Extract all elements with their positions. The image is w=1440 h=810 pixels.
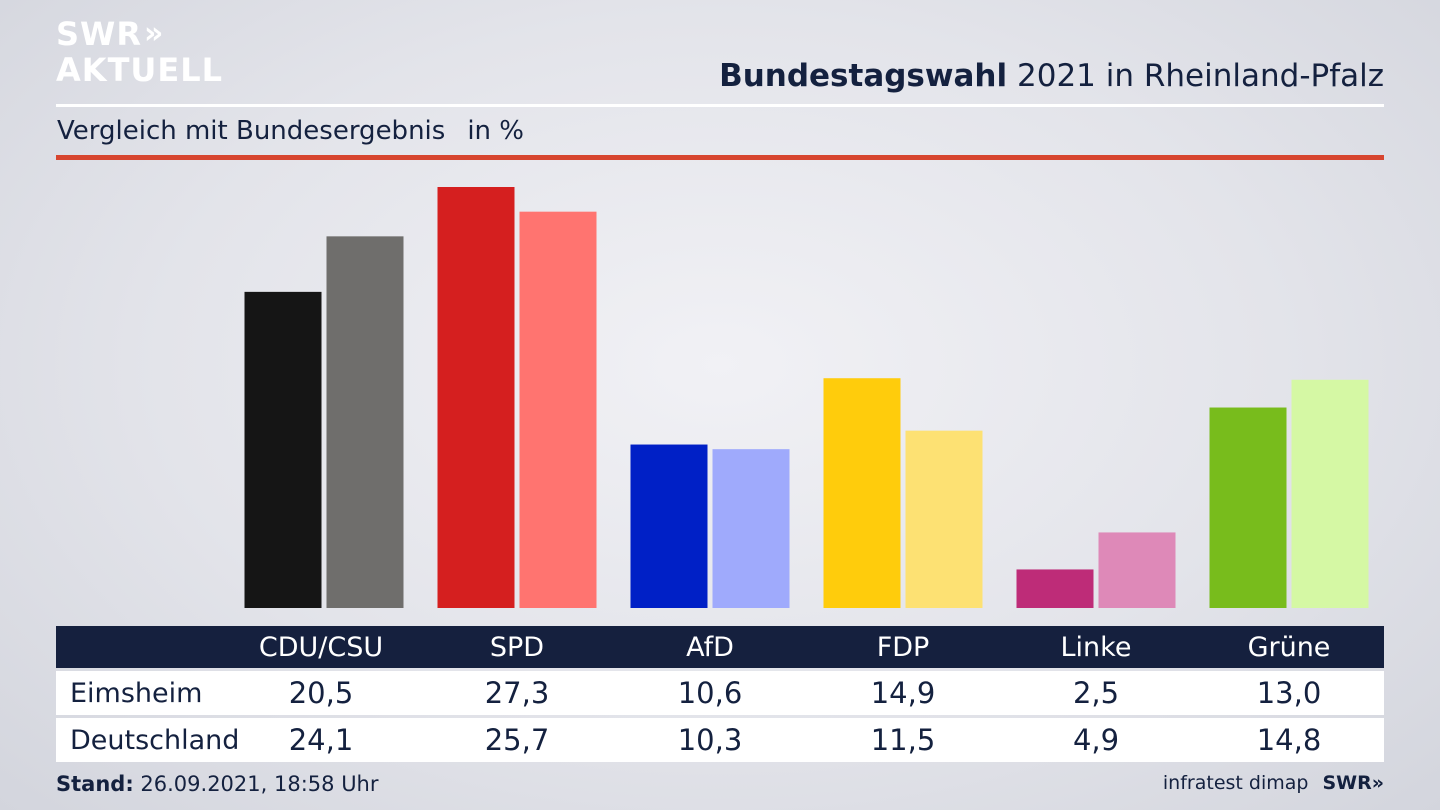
column-header: Linke	[1060, 631, 1132, 663]
bar-afd-deutschland	[712, 449, 790, 608]
column-header: Grüne	[1247, 631, 1331, 663]
bar-grüne-deutschland	[1291, 379, 1369, 608]
table-cell: 14,9	[870, 676, 936, 710]
title-divider	[56, 104, 1384, 107]
bar-linke-deutschland	[1098, 532, 1176, 608]
bar-fdp-eimsheim	[823, 378, 901, 608]
column-header: AfD	[686, 631, 734, 663]
chart-subtitle: Vergleich mit Bundesergebnis in %	[57, 116, 524, 146]
bar-cducsu-deutschland	[326, 236, 404, 608]
table-cell: 25,7	[484, 723, 550, 757]
bar-cducsu-eimsheim	[244, 291, 322, 608]
row-label: Deutschland	[70, 724, 240, 756]
column-header: SPD	[489, 631, 545, 663]
table-cell: 10,3	[677, 723, 743, 757]
table-cell: 27,3	[484, 676, 550, 710]
table-cell: 4,9	[1072, 723, 1120, 757]
subtitle-unit: in %	[467, 116, 524, 146]
table-row-deutschland: Deutschland 24,1 25,7 10,3 11,5 4,9 14,8	[56, 718, 1384, 762]
column-header: CDU/CSU	[258, 631, 384, 663]
row-label: Eimsheim	[70, 677, 203, 709]
swr-aktuell-logo: SWR» AKTUELL	[56, 16, 223, 88]
title-rest: 2021 in Rheinland-Pfalz	[1017, 58, 1384, 94]
bar-spd-deutschland	[519, 211, 597, 608]
table-cell: 2,5	[1072, 676, 1120, 710]
table-cell: 14,8	[1256, 723, 1322, 757]
source-credit: infratest dimap SWR»	[1163, 772, 1384, 794]
bar-grüne-eimsheim	[1209, 407, 1287, 608]
table-header: CDU/CSU SPD AfD FDP Linke Grüne	[56, 626, 1384, 668]
table-cell: 13,0	[1256, 676, 1322, 710]
bar-afd-eimsheim	[630, 444, 708, 608]
bar-spd-eimsheim	[437, 187, 515, 608]
bar-fdp-deutschland	[905, 430, 983, 608]
stand-label: Stand:	[56, 772, 134, 796]
accent-divider	[56, 155, 1384, 160]
subtitle-text: Vergleich mit Bundesergebnis	[57, 116, 446, 146]
bar-linke-eimsheim	[1016, 569, 1094, 608]
source-text: infratest dimap	[1162, 772, 1309, 794]
table-cell: 10,6	[677, 676, 743, 710]
results-table: CDU/CSU SPD AfD FDP Linke Grüne Eimsheim 20,5…	[56, 626, 1384, 762]
footer-swr-logo: SWR»	[1322, 772, 1384, 794]
table-row-eimsheim: Eimsheim 20,5 27,3 10,6 14,9 2,5 13,0	[56, 671, 1384, 715]
logo-swr: SWR	[56, 15, 142, 53]
table-cell: 11,5	[870, 723, 936, 757]
column-header: FDP	[876, 631, 930, 663]
title-bold: Bundestagswahl	[719, 58, 1008, 94]
stand-value: 26.09.2021, 18:58 Uhr	[140, 772, 379, 796]
logo-aktuell: AKTUELL	[56, 51, 224, 89]
table-cell: 24,1	[288, 723, 354, 757]
timestamp: Stand: 26.09.2021, 18:58 Uhr	[56, 772, 379, 796]
table-cell: 20,5	[288, 676, 354, 710]
page-title: Bundestagswahl 2021 in Rheinland-Pfalz	[719, 58, 1384, 94]
